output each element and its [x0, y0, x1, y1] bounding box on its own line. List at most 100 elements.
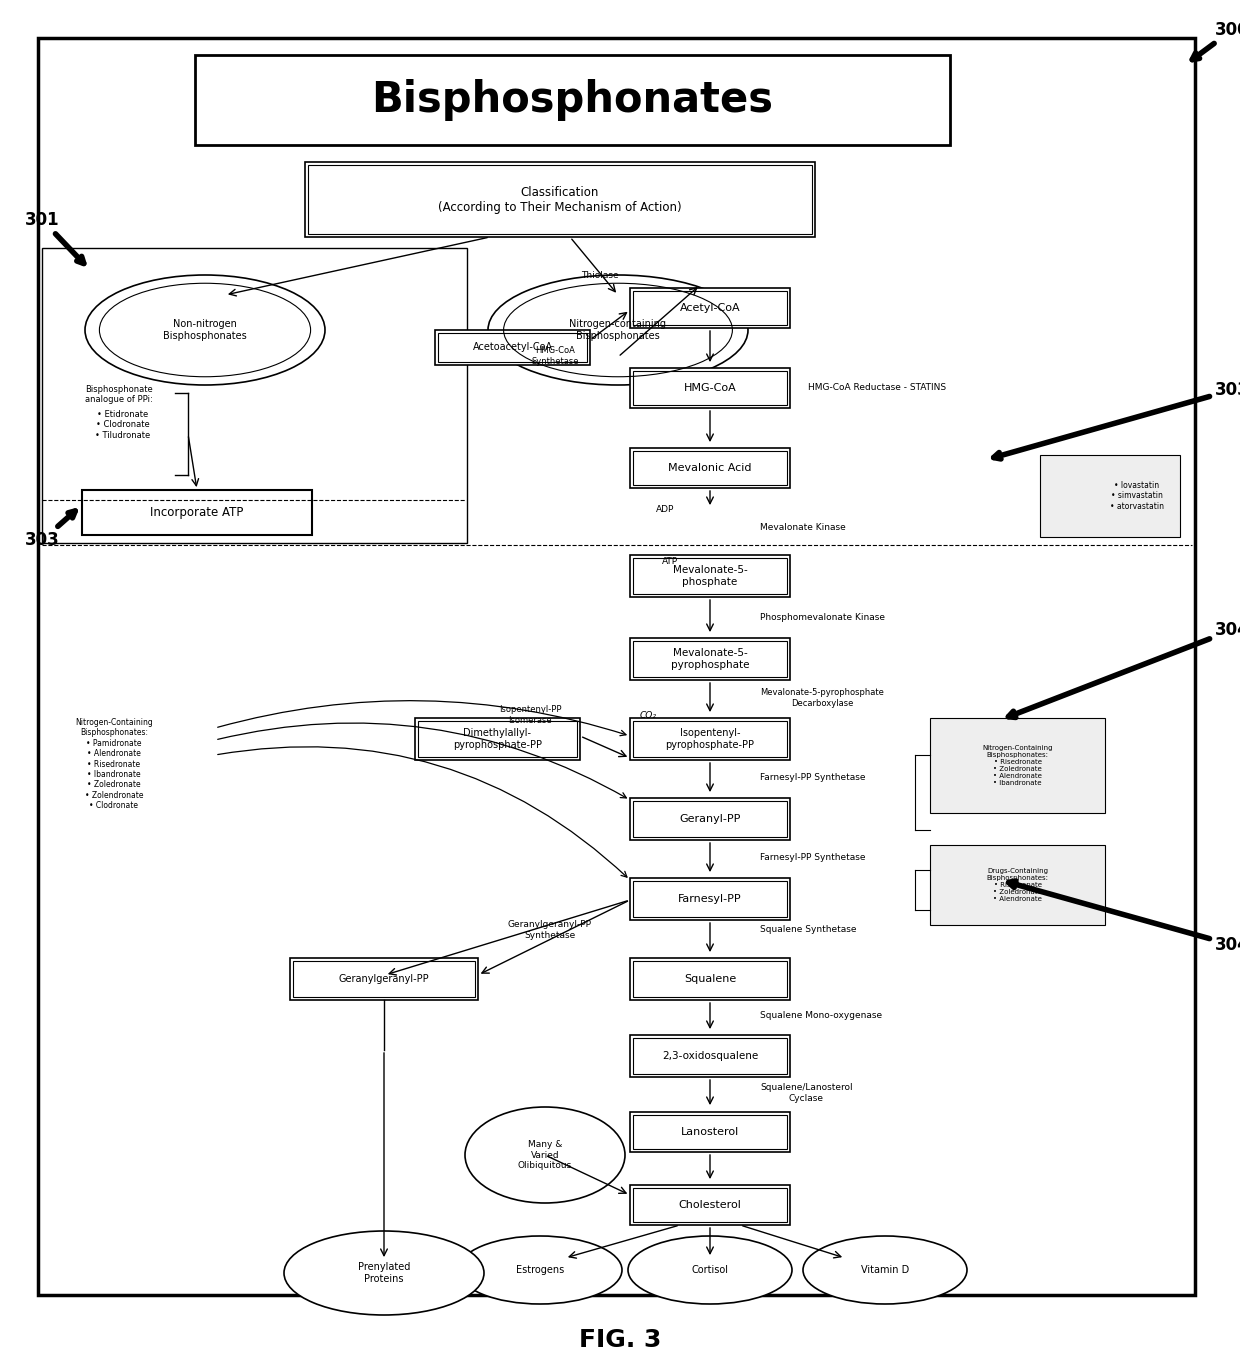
Bar: [630, 638, 790, 680]
Bar: [290, 958, 477, 1000]
Bar: [632, 721, 787, 757]
Text: • Etidronate
• Clodronate
• Tiludronate: • Etidronate • Clodronate • Tiludronate: [95, 410, 150, 440]
Text: Prenylated
Proteins: Prenylated Proteins: [358, 1262, 410, 1284]
Text: Cholesterol: Cholesterol: [678, 1199, 742, 1210]
Text: Non-nitrogen
Bisphosphonates: Non-nitrogen Bisphosphonates: [164, 320, 247, 340]
Text: Mevalonic Acid: Mevalonic Acid: [668, 463, 751, 473]
Ellipse shape: [458, 1236, 622, 1305]
Bar: [415, 719, 580, 759]
Bar: [42, 249, 467, 544]
Bar: [630, 958, 790, 1000]
Text: Vitamin D: Vitamin D: [861, 1265, 909, 1274]
Bar: [630, 288, 790, 328]
Text: Bisphosphonate
analogue of PPi:: Bisphosphonate analogue of PPi:: [86, 385, 153, 404]
Bar: [632, 1038, 787, 1074]
Text: Acetoacetyl-CoA: Acetoacetyl-CoA: [472, 343, 553, 352]
Text: Squalene: Squalene: [684, 974, 737, 984]
Bar: [630, 448, 790, 488]
Text: Squalene Mono-oxygenase: Squalene Mono-oxygenase: [760, 1011, 882, 1020]
Text: Squalene/Lanosterol
Cyclase: Squalene/Lanosterol Cyclase: [760, 1083, 853, 1102]
Text: Geranylgeranyl-PP: Geranylgeranyl-PP: [339, 974, 429, 984]
Text: Isopentenyl-PP
Isomerase: Isopentenyl-PP Isomerase: [498, 705, 562, 725]
Text: Lanosterol: Lanosterol: [681, 1127, 739, 1137]
Bar: [930, 846, 1105, 925]
Text: Mevalonate Kinase: Mevalonate Kinase: [760, 523, 846, 531]
Text: Squalene Synthetase: Squalene Synthetase: [760, 926, 857, 934]
Text: 303: 303: [25, 511, 76, 549]
Bar: [630, 878, 790, 919]
Bar: [195, 55, 950, 145]
Text: FIG. 3: FIG. 3: [579, 1328, 661, 1352]
Text: Acetyl-CoA: Acetyl-CoA: [680, 303, 740, 313]
Text: ADP: ADP: [656, 505, 675, 515]
Text: Mevalonate-5-pyrophosphate
Decarboxylase: Mevalonate-5-pyrophosphate Decarboxylase: [760, 688, 884, 708]
Text: Dimethylallyl-
pyrophosphate-PP: Dimethylallyl- pyrophosphate-PP: [453, 728, 542, 750]
Text: HMG-CoA: HMG-CoA: [683, 382, 737, 393]
Bar: [630, 555, 790, 597]
Bar: [418, 721, 577, 757]
Bar: [630, 1112, 790, 1152]
Bar: [630, 798, 790, 840]
Bar: [632, 1188, 787, 1223]
Bar: [42, 249, 467, 544]
Bar: [630, 1035, 790, 1076]
Ellipse shape: [489, 275, 748, 385]
Text: 301: 301: [25, 210, 84, 264]
Bar: [630, 367, 790, 408]
Ellipse shape: [465, 1106, 625, 1203]
Text: Incorporate ATP: Incorporate ATP: [150, 505, 244, 519]
Ellipse shape: [284, 1231, 484, 1315]
Bar: [435, 331, 590, 365]
Bar: [632, 641, 787, 678]
Bar: [632, 372, 787, 404]
Bar: [630, 1184, 790, 1225]
Text: Mevalonate-5-
phosphate: Mevalonate-5- phosphate: [672, 566, 748, 587]
Text: 304: 304: [1008, 881, 1240, 953]
Bar: [467, 445, 1157, 545]
Bar: [632, 962, 787, 997]
Ellipse shape: [627, 1236, 792, 1305]
Text: Farnesyl-PP: Farnesyl-PP: [678, 893, 742, 904]
Bar: [632, 291, 787, 325]
Text: 303: 303: [993, 381, 1240, 459]
Text: • lovastatin
• simvastatin
• atorvastatin: • lovastatin • simvastatin • atorvastati…: [1110, 481, 1164, 511]
Text: Drugs-Containing
Bisphosphonates:
• Risedronate
• Zoledronate
• Alendronate: Drugs-Containing Bisphosphonates: • Rise…: [987, 867, 1049, 902]
Text: 304: 304: [1008, 622, 1240, 717]
Text: Farnesyl-PP Synthetase: Farnesyl-PP Synthetase: [760, 773, 866, 783]
Bar: [1040, 455, 1180, 537]
Text: Nitrogen-Containing
Bisphosphonates:
• Risedronate
• Zoledronate
• Alendronate
•: Nitrogen-Containing Bisphosphonates: • R…: [982, 744, 1053, 785]
Text: Farnesyl-PP Synthetase: Farnesyl-PP Synthetase: [760, 854, 866, 862]
Ellipse shape: [86, 275, 325, 385]
Text: HMG-CoA Reductase - STATINS: HMG-CoA Reductase - STATINS: [808, 384, 946, 392]
Ellipse shape: [804, 1236, 967, 1305]
Bar: [293, 962, 475, 997]
Text: 300: 300: [1192, 20, 1240, 60]
Text: Geranyl-PP: Geranyl-PP: [680, 814, 740, 824]
Text: HMG-CoA
Synthetase: HMG-CoA Synthetase: [531, 347, 579, 366]
Text: Many &
Varied
Olibiquitous: Many & Varied Olibiquitous: [518, 1141, 572, 1169]
Bar: [305, 163, 815, 236]
Bar: [632, 800, 787, 837]
Text: Mevalonate-5-
pyrophosphate: Mevalonate-5- pyrophosphate: [671, 649, 749, 669]
Text: Nitrogen-Containing
Bisphosphonates:
• Pamidronate
• Alendronate
• Risedronate
•: Nitrogen-Containing Bisphosphonates: • P…: [74, 719, 153, 810]
Text: Estrogens: Estrogens: [516, 1265, 564, 1274]
Text: Thiolase: Thiolase: [582, 270, 619, 280]
Bar: [308, 165, 812, 234]
Bar: [632, 557, 787, 594]
Text: Classification
(According to Their Mechanism of Action): Classification (According to Their Mecha…: [438, 186, 682, 213]
Text: CO₂: CO₂: [640, 710, 657, 720]
Text: Phosphomevalonate Kinase: Phosphomevalonate Kinase: [760, 613, 885, 623]
Text: Geranylgeranyl-PP
Synthetase: Geranylgeranyl-PP Synthetase: [508, 921, 591, 940]
Bar: [632, 881, 787, 917]
Bar: [632, 451, 787, 485]
Text: 2,3-oxidosqualene: 2,3-oxidosqualene: [662, 1050, 758, 1061]
Bar: [632, 1115, 787, 1149]
Text: Cortisol: Cortisol: [692, 1265, 729, 1274]
Text: ATP: ATP: [662, 557, 678, 567]
Text: Nitrogen-containing
Bisphosphonates: Nitrogen-containing Bisphosphonates: [569, 320, 667, 340]
Bar: [930, 719, 1105, 813]
Bar: [82, 490, 312, 535]
Bar: [630, 719, 790, 759]
Text: Bisphosphonates: Bisphosphonates: [372, 79, 774, 122]
Bar: [438, 333, 587, 362]
